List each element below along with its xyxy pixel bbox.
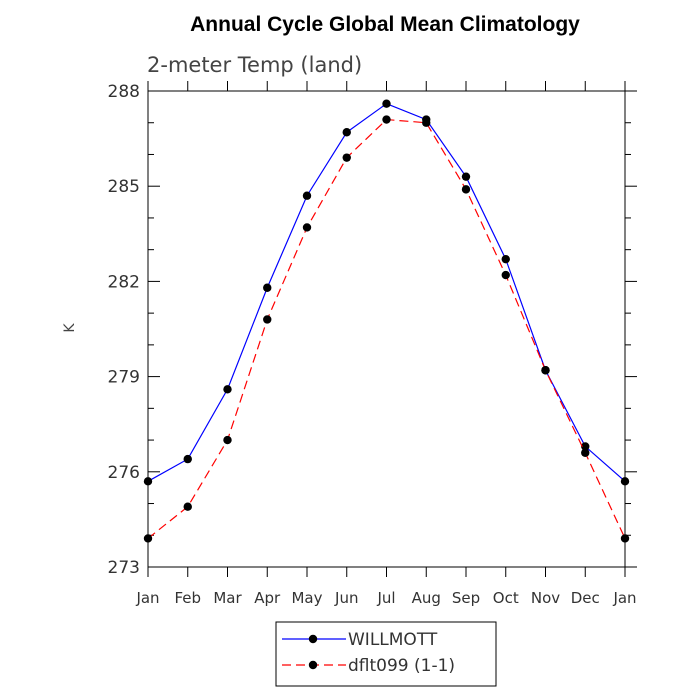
y-tick-label: 276: [108, 463, 140, 483]
data-point: [223, 435, 232, 445]
data-point: [302, 191, 312, 200]
data-point: [263, 315, 272, 324]
data-point: [461, 185, 471, 194]
y-tick-label: 285: [108, 177, 140, 197]
x-tick-label: Jun: [334, 589, 358, 607]
data-point: [143, 534, 153, 543]
y-tick-label: 282: [108, 272, 140, 292]
data-point: [382, 99, 391, 108]
data-point: [183, 454, 192, 464]
axis-ticks: 273 276 279 282 285 288 Jan Feb Mar Apr May Jun Jul A…: [108, 81, 637, 607]
legend-label: WILLMOTT: [348, 630, 438, 650]
data-point: [143, 477, 153, 486]
data-point: [422, 118, 431, 127]
x-tick-label: May: [291, 589, 322, 607]
legend-marker: [308, 634, 318, 644]
y-tick-label: 288: [108, 82, 140, 102]
x-tick-label: Apr: [254, 589, 281, 607]
chart-title: Annual Cycle Global Mean Climatology: [190, 13, 580, 36]
y-tick-label: 273: [108, 558, 140, 578]
chart-subtitle: 2-meter Temp (land): [147, 53, 362, 77]
y-tick-label: 279: [108, 368, 140, 388]
data-point: [620, 477, 630, 486]
x-tick-label: Oct: [493, 589, 519, 607]
data-point: [183, 502, 192, 511]
data-point: [581, 442, 590, 451]
y-axis-label: K: [62, 323, 78, 333]
series-line-0: [147, 103, 626, 482]
data-point: [382, 115, 391, 124]
data-point: [461, 172, 471, 181]
legend-label: dflt099 (1-1): [348, 656, 455, 676]
x-tick-label: Sep: [452, 589, 480, 607]
x-tick-label: Jul: [376, 589, 395, 607]
x-tick-label: Feb: [174, 589, 201, 607]
data-point: [342, 153, 351, 162]
data-point: [581, 448, 590, 457]
x-tick-label: Nov: [531, 589, 560, 607]
x-tick-label: Jan: [612, 589, 636, 607]
x-tick-label: Mar: [213, 589, 242, 607]
legend-marker: [308, 660, 318, 670]
legend-box: [275, 621, 497, 687]
x-tick-label: Aug: [412, 589, 441, 607]
data-point: [541, 366, 550, 375]
data-point: [302, 223, 312, 232]
data-point: [223, 385, 232, 394]
data-point: [620, 534, 630, 543]
legend: WILLMOTT dflt099 (1-1): [275, 621, 497, 687]
data-point: [501, 270, 510, 280]
data-point: [501, 254, 510, 264]
x-tick-label: Jan: [135, 589, 159, 607]
data-point: [263, 283, 272, 292]
data-point: [342, 128, 351, 137]
plot-frame: [147, 90, 626, 568]
series-lines: [143, 99, 630, 543]
x-tick-label: Dec: [571, 589, 600, 607]
series-line-1: [147, 118, 626, 539]
